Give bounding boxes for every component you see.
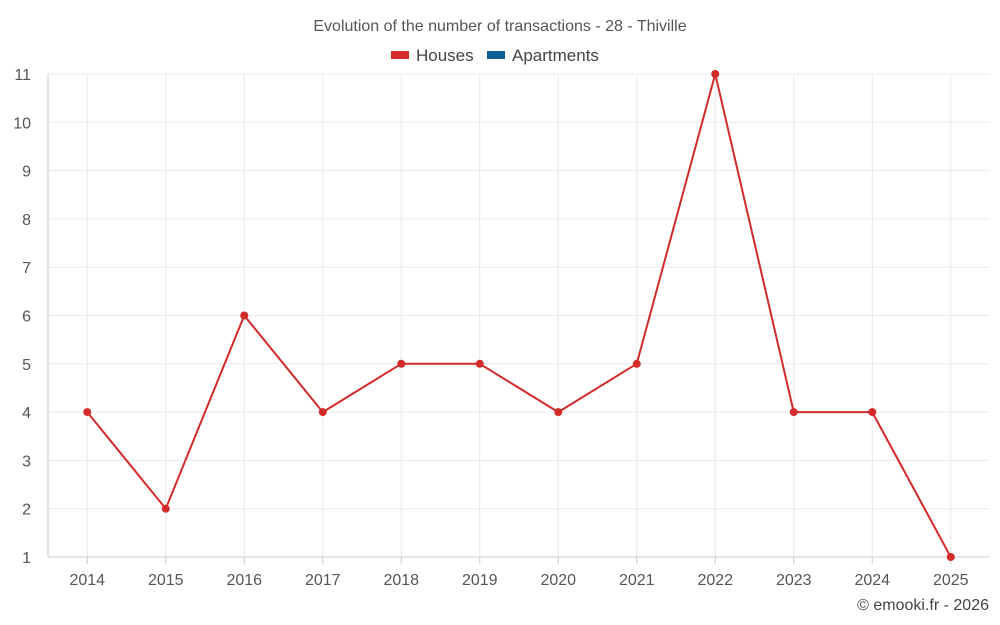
y-tick-label: 9	[22, 164, 31, 181]
y-tick-label: 8	[22, 212, 31, 229]
x-tick-label: 2022	[697, 572, 733, 589]
x-tick-label: 2019	[462, 572, 498, 589]
data-point[interactable]	[397, 359, 406, 368]
series-line-houses	[86, 73, 952, 558]
credit-text: © emooki.fr - 2026	[857, 597, 989, 614]
data-point[interactable]	[554, 408, 563, 417]
y-tick-label: 2	[22, 502, 31, 519]
x-tick-label: 2024	[854, 572, 890, 589]
legend: Houses Apartments	[391, 46, 599, 65]
chart-title: Evolution of the number of transactions …	[313, 18, 686, 35]
x-tick-label: 2017	[305, 572, 341, 589]
x-tick-label: 2015	[148, 572, 184, 589]
data-point[interactable]	[868, 408, 877, 417]
data-point[interactable]	[240, 311, 249, 320]
y-tick-label: 3	[22, 453, 31, 470]
y-tick-label: 6	[22, 309, 31, 326]
data-point[interactable]	[161, 504, 170, 513]
data-point[interactable]	[318, 408, 327, 417]
legend-item-houses[interactable]: Houses	[391, 46, 474, 65]
legend-label-houses: Houses	[416, 46, 474, 65]
y-tick-label: 10	[13, 115, 31, 132]
legend-swatch-apartments	[487, 51, 505, 59]
gridlines	[48, 73, 990, 557]
x-tick-label: 2023	[776, 572, 812, 589]
x-tick-label: 2021	[619, 572, 655, 589]
x-tick-label: 2025	[933, 572, 969, 589]
y-tick-label: 5	[22, 357, 31, 374]
x-tick-label: 2014	[69, 572, 105, 589]
series-houses	[83, 70, 955, 561]
data-point[interactable]	[83, 408, 92, 417]
x-tick-label: 2016	[226, 572, 262, 589]
y-tick-label: 4	[22, 405, 31, 422]
y-tick-label: 11	[14, 67, 31, 84]
data-point[interactable]	[475, 359, 484, 368]
x-tick-label: 2018	[383, 572, 419, 589]
data-point[interactable]	[632, 359, 641, 368]
axes: 1 2 3 4 5 6 7 8 9 10 11 2014 2015 2016 2017 2018 2019 202…	[13, 67, 990, 589]
legend-item-apartments[interactable]: Apartments	[487, 46, 599, 65]
data-point[interactable]	[946, 553, 955, 561]
x-tick-label: 2020	[540, 572, 576, 589]
legend-label-apartments: Apartments	[512, 46, 599, 65]
data-point[interactable]	[711, 70, 720, 78]
data-point[interactable]	[789, 408, 798, 417]
y-tick-label: 1	[22, 550, 31, 567]
legend-swatch-houses	[391, 51, 409, 59]
y-tick-label: 7	[22, 260, 31, 277]
